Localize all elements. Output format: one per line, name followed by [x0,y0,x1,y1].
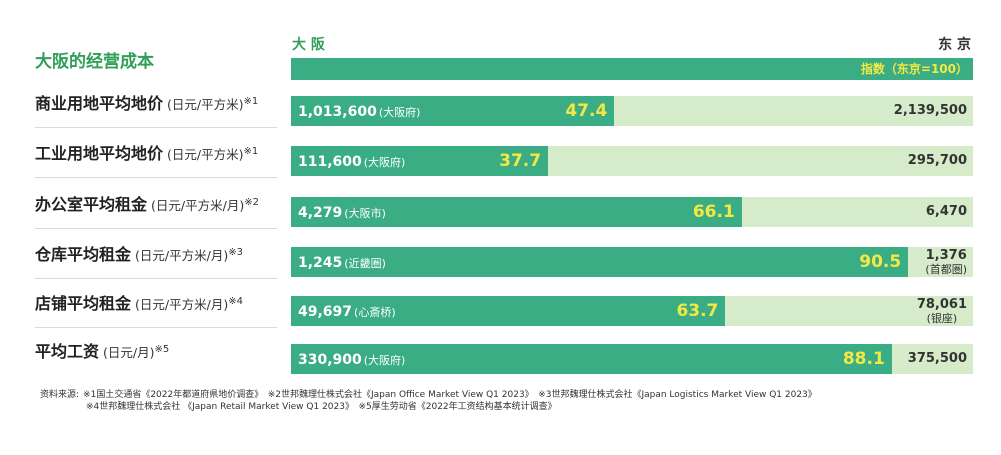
row-label-note: ※1 [243,96,259,107]
osaka-value-area: (心斎桥) [354,306,396,319]
osaka-value-number: 1,013,600 [298,104,377,120]
row-label-note: ※3 [228,247,243,258]
bar-track: 47.4 1,013,600 (大阪府) 2,139,500 [291,96,973,126]
row-label-name: 商业用地平均地价 [35,94,164,113]
osaka-value-number: 1,245 [298,255,343,271]
bar-track: 88.1 330,900 (大阪府) 375,500 [291,344,973,374]
row-label-note: ※2 [244,197,259,208]
row-label-note: ※4 [228,296,243,307]
tokyo-value-number: 375,500 [907,351,967,366]
index-value-label: 90.5 [859,252,902,272]
osaka-value-area: (大阪府) [363,156,406,169]
bar-track: 66.1 4,279 (大阪市) 6,470 [291,197,973,227]
row-label-note: ※5 [154,344,170,355]
row-label-unit: (日元/平方米) [167,97,244,112]
row-label: 仓库平均租金 (日元/平方米/月)※3 [35,244,280,266]
osaka-value: 1,013,600 (大阪府) [298,96,420,128]
bar-osaka-index: 47.4 [291,96,615,126]
source-prefix: 资料来源: [40,390,80,400]
row-label-name: 仓库平均租金 [35,245,132,264]
osaka-value: 330,900 (大阪府) [298,344,405,376]
osaka-value-area: (近畿圏) [344,257,386,270]
row-separator [35,177,277,178]
row-label-name: 平均工资 [35,342,100,361]
tokyo-value: 375,500 [908,344,967,374]
bar-osaka-index: 90.5 [291,247,909,277]
row-label: 商业用地平均地价 (日元/平方米)※1 [35,93,280,115]
row-label: 工业用地平均地价 (日元/平方米)※1 [35,143,280,165]
index-value-label: 88.1 [842,349,885,369]
tokyo-value-number: 295,700 [907,153,967,168]
osaka-value: 49,697 (心斎桥) [298,296,396,328]
osaka-value-number: 4,279 [298,205,343,221]
tokyo-value-number: 78,061 [916,296,967,312]
row-label-unit: (日元/月) [103,345,155,360]
tokyo-value: 78,061 (银座) [917,296,967,326]
row-label-unit: (日元/平方米/月) [135,248,229,263]
chart-title: 大阪的经营成本 [35,52,154,72]
bar-osaka-index: 88.1 [291,344,892,374]
index-value-label: 37.7 [499,151,542,171]
row-label-unit: (日元/平方米/月) [151,198,245,213]
bar-track: 37.7 111,600 (大阪府) 295,700 [291,146,973,176]
osaka-value-number: 49,697 [298,304,353,320]
bar-track: 90.5 1,245 (近畿圏) 1,376 (首都圏) [291,247,973,277]
source-notes: 资料来源: ※1国土交通省《2022年都道府県地价调查》 ※2世邦魏理仕株式会社《… [40,389,817,413]
row-label-note: ※1 [243,146,259,157]
osaka-value: 4,279 (大阪市) [298,197,386,229]
tokyo-value-number: 6,470 [925,204,967,219]
row-separator [35,327,277,328]
tokyo-value-number: 1,376 [925,247,967,263]
tokyo-value: 1,376 (首都圏) [925,247,967,277]
row-label-name: 工业用地平均地价 [35,144,164,163]
index-value-label: 66.1 [692,202,735,222]
row-label-name: 店铺平均租金 [35,294,132,313]
row-label-unit: (日元/平方米) [167,147,244,162]
osaka-value-area: (大阪市) [344,207,386,220]
bar-osaka-index: 66.1 [291,197,742,227]
row-separator [35,127,277,128]
osaka-value-number: 111,600 [298,154,362,170]
tokyo-value-area: (首都圏) [925,262,967,276]
row-label: 办公室平均租金 (日元/平方米/月)※2 [35,194,280,216]
source-line-1: 资料来源: ※1国土交通省《2022年都道府県地价调查》 ※2世邦魏理仕株式会社《… [40,389,817,401]
bar-osaka-index: 37.7 [291,146,549,176]
row-label: 平均工资 (日元/月)※5 [35,341,280,363]
source-text-1: ※1国土交通省《2022年都道府県地价调查》 ※2世邦魏理仕株式会社《Japan… [83,390,817,400]
tokyo-header: 东 京 [938,37,971,53]
row-label-unit: (日元/平方米/月) [135,297,229,312]
osaka-value-number: 330,900 [298,352,362,368]
index-value-label: 47.4 [565,101,608,121]
row-label-name: 办公室平均租金 [35,195,148,214]
osaka-header: 大 阪 [292,37,325,53]
tokyo-value-area: (银座) [926,311,958,325]
bar-track: 63.7 49,697 (心斎桥) 78,061 (银座) [291,296,973,326]
tokyo-value: 295,700 [908,146,967,176]
tokyo-value: 6,470 [926,197,967,227]
osaka-value-area: (大阪府) [363,354,406,367]
bar-osaka-index: 63.7 [291,296,726,326]
row-label: 店铺平均租金 (日元/平方米/月)※4 [35,293,280,315]
osaka-value-area: (大阪府) [378,106,421,119]
index-label: 指数（东京=100） [860,62,968,76]
osaka-value: 1,245 (近畿圏) [298,247,386,279]
row-separator [35,228,277,229]
row-separator [35,278,277,279]
source-line-2: ※4世邦魏理仕株式会社 《Japan Retail Market View Q1… [86,402,557,412]
tokyo-value-number: 2,139,500 [893,103,967,118]
index-header-bar: 指数（东京=100） [291,58,973,80]
index-value-label: 63.7 [676,301,719,321]
osaka-value: 111,600 (大阪府) [298,146,405,178]
tokyo-value: 2,139,500 [894,96,967,126]
